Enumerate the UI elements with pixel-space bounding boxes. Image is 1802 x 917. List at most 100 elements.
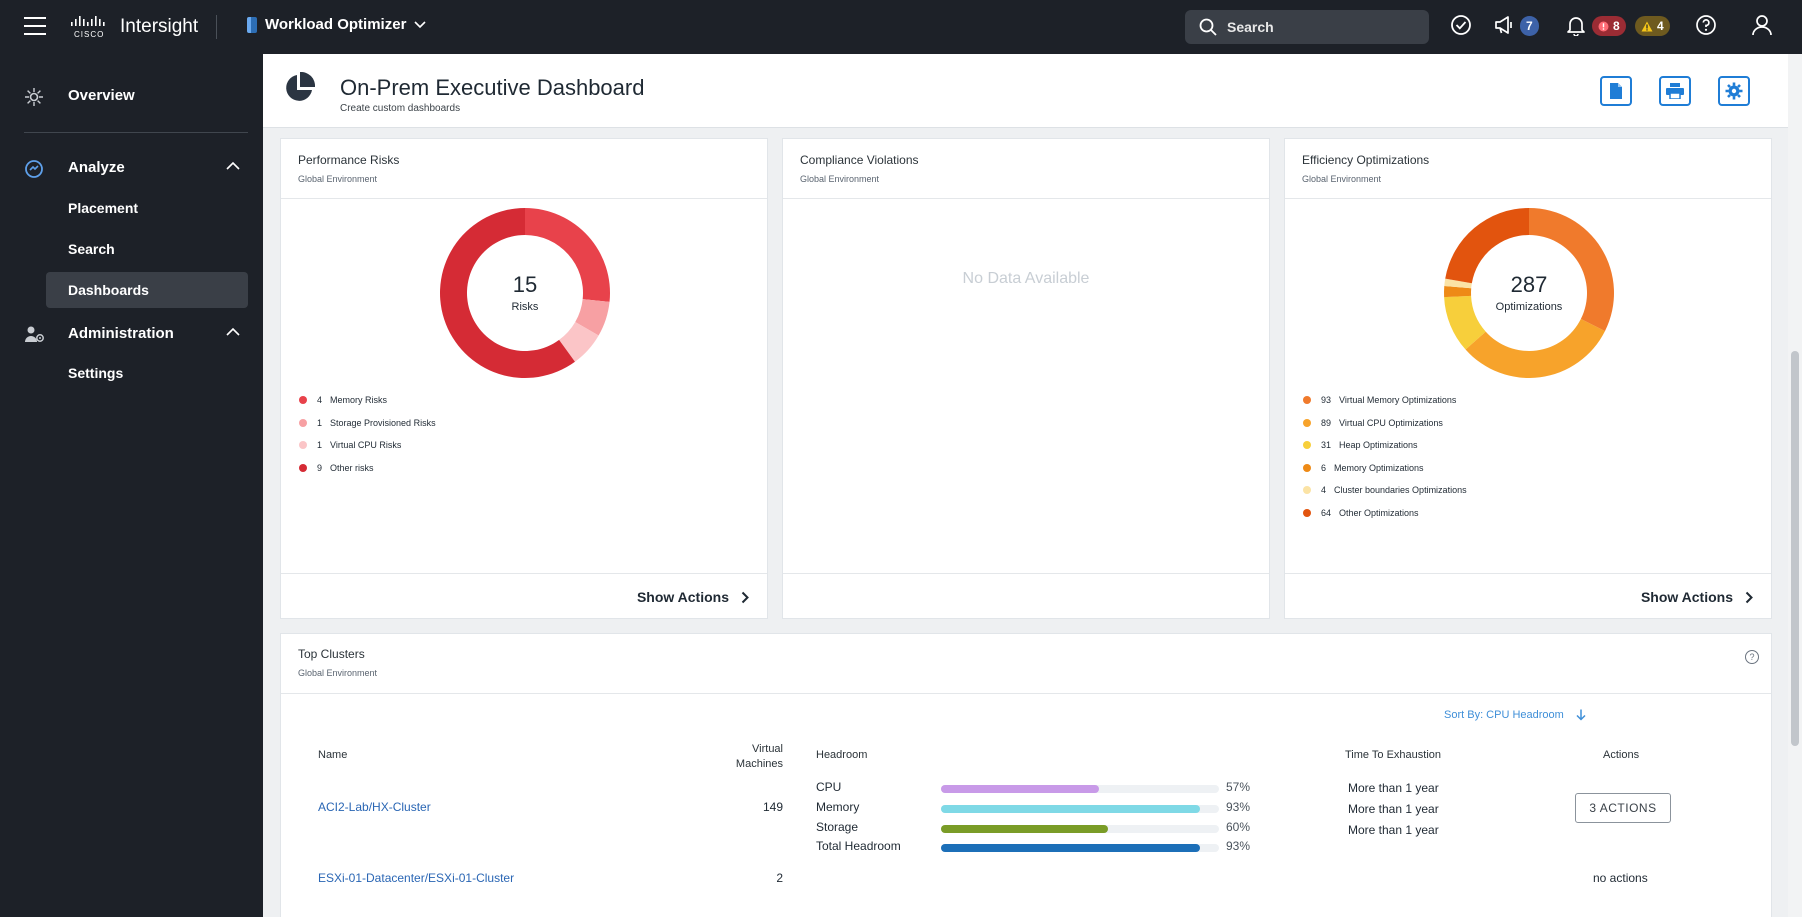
scrollbar[interactable] xyxy=(1788,54,1802,917)
divider xyxy=(1285,198,1771,199)
optimization-slice-1[interactable] xyxy=(1465,319,1605,378)
sidebar-item-dashboards[interactable]: Dashboards xyxy=(46,272,248,308)
search-box[interactable]: Search xyxy=(1185,10,1429,44)
total-headroom-bar-fill xyxy=(941,844,1200,852)
legend-count: 6 xyxy=(1321,462,1327,473)
risk-slice-0[interactable] xyxy=(525,208,610,302)
sidebar-item-analyze[interactable]: Analyze xyxy=(0,150,263,186)
sidebar-item-overview[interactable]: Overview xyxy=(0,78,263,114)
announcements-icon[interactable] xyxy=(1493,14,1515,36)
chevron-down-icon xyxy=(414,20,426,28)
optimization-legend-item[interactable]: 6 Memory Optimizations xyxy=(1303,457,1467,480)
settings-button[interactable] xyxy=(1718,76,1750,106)
scrollbar-thumb[interactable] xyxy=(1791,351,1799,746)
column-header-headroom[interactable]: Headroom xyxy=(816,749,868,761)
optimization-slice-3[interactable] xyxy=(1444,286,1472,298)
legend-count: 89 xyxy=(1321,417,1332,428)
efficiency-optimizations-donut[interactable] xyxy=(1443,207,1615,379)
warning-alarms-badge[interactable]: 4 xyxy=(1635,16,1670,36)
card-subtitle: Global Environment xyxy=(298,174,378,184)
card-title: Compliance Violations xyxy=(800,153,919,167)
overview-icon xyxy=(25,88,43,106)
sidebar-divider xyxy=(24,132,248,133)
cluster-name-link[interactable]: ACI2-Lab/HX-Cluster xyxy=(318,800,431,814)
cluster-vm-count: 2 xyxy=(776,871,783,885)
user-profile-icon[interactable] xyxy=(1751,14,1773,36)
risk-legend-item[interactable]: 9 Other risks xyxy=(299,457,436,480)
help-icon[interactable]: ? xyxy=(1745,650,1759,664)
risk-slice-1[interactable] xyxy=(575,299,610,336)
tasks-check-icon[interactable] xyxy=(1450,14,1472,36)
column-header-vms-line2: Machines xyxy=(735,758,783,770)
optimization-legend-item[interactable]: 93 Virtual Memory Optimizations xyxy=(1303,389,1467,412)
show-actions-label: Show Actions xyxy=(636,589,729,605)
optimization-slice-5[interactable] xyxy=(1445,208,1529,284)
optimization-slice-0[interactable] xyxy=(1529,208,1614,332)
divider xyxy=(216,15,217,39)
risk-legend-item[interactable]: 1 Storage Provisioned Risks xyxy=(299,412,436,435)
memory-time-to-exhaustion: More than 1 year xyxy=(1348,802,1439,816)
top-bar: CISCO Intersight Workload Optimizer Sear… xyxy=(0,0,1802,54)
optimization-legend-item[interactable]: 31 Heap Optimizations xyxy=(1303,434,1467,457)
cpu-headroom-bar xyxy=(941,785,1219,793)
divider xyxy=(783,198,1269,199)
risk-legend-item[interactable]: 1 Virtual CPU Risks xyxy=(299,434,436,457)
donut-center: 15 Risks xyxy=(475,272,575,313)
help-icon[interactable] xyxy=(1695,14,1717,36)
legend-dot xyxy=(1303,486,1311,495)
critical-alarm-icon xyxy=(1598,21,1609,31)
optimization-legend-item[interactable]: 4 Cluster boundaries Optimizations xyxy=(1303,479,1467,502)
legend-dot xyxy=(1303,508,1311,517)
actions-button[interactable]: 3 ACTIONS xyxy=(1575,793,1671,823)
sort-by-dropdown[interactable]: Sort By: CPU Headroom xyxy=(1444,709,1586,721)
module-switcher[interactable]: Workload Optimizer xyxy=(247,16,426,33)
workload-optimizer-icon xyxy=(247,16,257,33)
no-data-message: No Data Available xyxy=(962,270,1090,287)
column-header-time-to-exhaustion[interactable]: Time To Exhaustion xyxy=(1345,749,1441,761)
optimization-slice-4[interactable] xyxy=(1444,278,1472,289)
risk-legend-item[interactable]: 4 Memory Risks xyxy=(299,389,436,412)
app-brand: Intersight xyxy=(120,16,199,37)
legend-label: Other risks xyxy=(330,462,374,473)
export-pdf-button[interactable] xyxy=(1600,76,1632,106)
show-actions-button[interactable]: Show Actions xyxy=(1641,589,1753,605)
analyze-icon xyxy=(25,160,43,178)
cluster-name-link[interactable]: ESXi-01-Datacenter/ESXi-01-Cluster xyxy=(318,871,515,885)
administration-icon xyxy=(25,326,44,342)
critical-alarm-count: 8 xyxy=(1613,19,1620,33)
optimization-slice-2[interactable] xyxy=(1444,295,1486,350)
chevron-right-icon xyxy=(741,591,749,603)
performance-risks-donut[interactable] xyxy=(439,207,611,379)
critical-alarms-badge[interactable]: 8 xyxy=(1592,16,1626,36)
legend-dot xyxy=(1303,463,1311,472)
risk-slice-3[interactable] xyxy=(440,208,575,378)
print-button[interactable] xyxy=(1659,76,1691,106)
card-title: Performance Risks xyxy=(298,153,400,167)
legend-dot xyxy=(1303,441,1311,450)
risk-slice-2[interactable] xyxy=(559,322,599,362)
optimization-legend-item[interactable]: 89 Virtual CPU Optimizations xyxy=(1303,412,1467,435)
sidebar-item-administration[interactable]: Administration xyxy=(0,316,263,352)
sidebar-item-settings[interactable]: Settings xyxy=(68,365,124,381)
chevron-up-icon[interactable] xyxy=(226,161,240,170)
notifications-bell-icon[interactable] xyxy=(1565,14,1587,36)
optimization-legend-item[interactable]: 64 Other Optimizations xyxy=(1303,502,1467,525)
legend-count: 4 xyxy=(1321,485,1327,496)
announcements-badge[interactable]: 7 xyxy=(1520,16,1539,36)
sort-by-label: Sort By: CPU Headroom xyxy=(1444,709,1564,721)
show-actions-button[interactable]: Show Actions xyxy=(637,589,749,605)
divider xyxy=(281,198,767,199)
menu-icon[interactable] xyxy=(24,17,46,37)
sidebar-item-placement[interactable]: Placement xyxy=(68,200,139,216)
legend-count: 4 xyxy=(317,395,323,406)
sidebar-item-search[interactable]: Search xyxy=(68,241,115,257)
column-header-name[interactable]: Name xyxy=(318,749,348,761)
legend-dot xyxy=(1303,396,1311,405)
memory-headroom-bar-fill xyxy=(941,805,1200,813)
column-header-vms[interactable]: Virtual Machines xyxy=(701,742,783,772)
legend-dot xyxy=(299,441,307,450)
arrow-down-icon xyxy=(1576,709,1586,721)
chevron-up-icon[interactable] xyxy=(226,327,240,336)
legend-label: Memory Risks xyxy=(330,395,388,406)
page-subtitle: Create custom dashboards xyxy=(340,103,461,114)
